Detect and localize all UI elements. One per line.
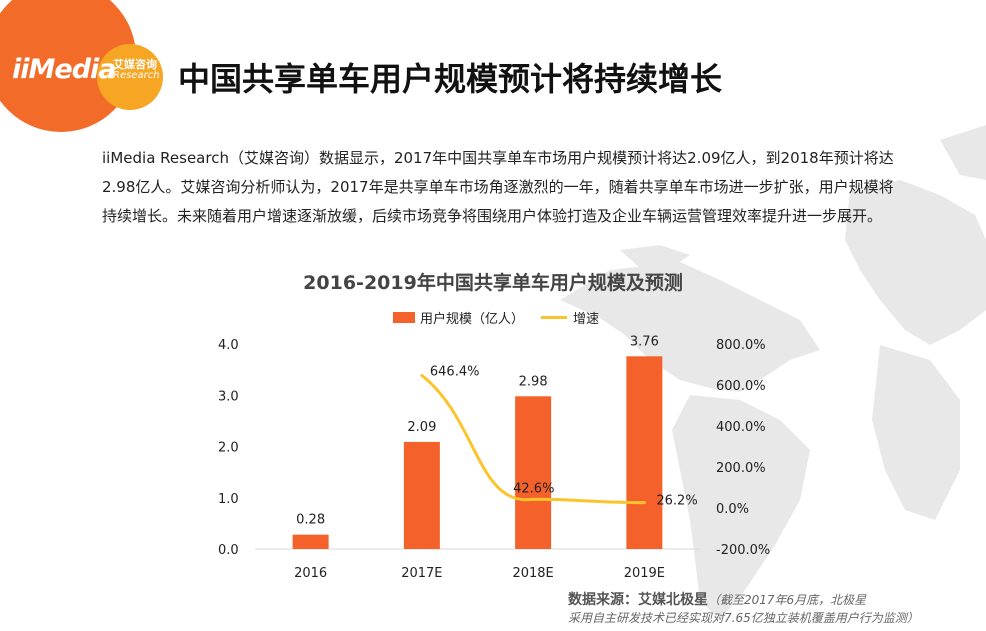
bar (292, 534, 329, 549)
page-title: 中国共享单车用户规模预计将持续增长 (178, 60, 723, 98)
bar (515, 396, 552, 549)
logo-cn: 艾媒咨询 (113, 58, 157, 71)
growth-line (420, 373, 646, 505)
source-line-1: 数据来源：艾媒北极星（截至2017年6月底，北极星 (568, 589, 866, 609)
y-left-tick-label: 2.0 (218, 441, 239, 456)
legend-item-bar: 用户规模（亿人） (393, 308, 524, 327)
bar-value-label: 3.76 (630, 334, 659, 349)
bar-value-label: 2.98 (519, 374, 548, 389)
chart-title: 2016-2019年中国共享单车用户规模及预测 (303, 272, 683, 294)
source-note-1: （截至2017年6月底，北极星 (708, 593, 867, 607)
source-note-2: 采用自主研发技术已经实现对7.65亿独立装机覆盖用户行为监测） (568, 611, 919, 625)
y-left-tick-label: 0.0 (218, 543, 239, 558)
line-value-label: 26.2% (656, 494, 697, 509)
bar (403, 441, 440, 549)
bar (626, 356, 663, 549)
y-right-tick-label: -200.0% (716, 543, 770, 558)
y-left-tick-label: 4.0 (218, 338, 239, 353)
x-tick-label: 2016 (294, 566, 327, 581)
line-value-label: 42.6% (513, 481, 554, 496)
y-right-tick-label: 0.0% (716, 502, 749, 517)
logo-en: Research (113, 70, 160, 81)
legend-bar-swatch (393, 312, 415, 323)
bar-value-label: 2.09 (407, 420, 436, 435)
logo-circle-small (97, 44, 163, 110)
x-tick-label: 2018E (512, 566, 553, 581)
x-tick-label: 2017E (401, 566, 442, 581)
y-left-tick-label: 1.0 (218, 492, 239, 507)
intro-paragraph: iiMedia Research（艾媒咨询）数据显示，2017年中国共享单车市场… (102, 149, 894, 225)
source-label: 数据来源：艾媒北极星 (568, 592, 708, 608)
y-right-tick-label: 600.0% (716, 379, 766, 394)
bar-value-label: 0.28 (296, 513, 325, 528)
y-right-tick-label: 200.0% (716, 461, 766, 476)
x-tick-label: 2019E (624, 566, 665, 581)
legend-line-label: 增速 (573, 312, 600, 327)
y-left-tick-label: 3.0 (218, 389, 239, 404)
legend-item-line: 增速 (541, 308, 599, 327)
line-value-label: 646.4% (430, 364, 480, 379)
y-right-tick-label: 400.0% (716, 420, 766, 435)
y-right-tick-label: 800.0% (716, 338, 766, 353)
logo-brand: iiMedia (12, 54, 116, 85)
legend-bar-label: 用户规模（亿人） (420, 312, 525, 327)
legend-line-swatch (541, 316, 567, 319)
